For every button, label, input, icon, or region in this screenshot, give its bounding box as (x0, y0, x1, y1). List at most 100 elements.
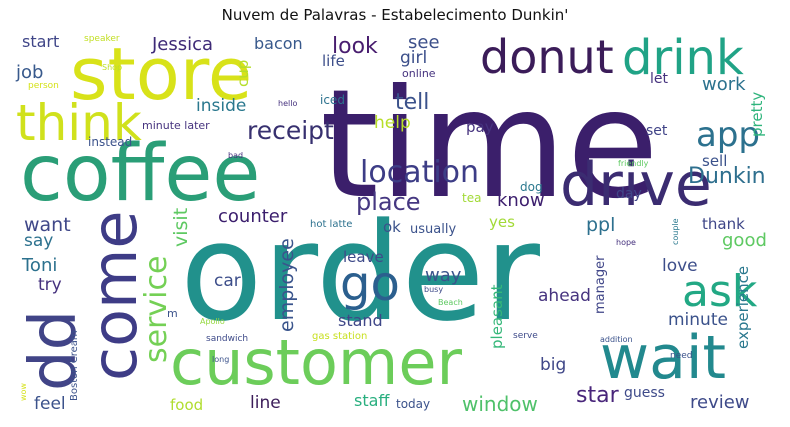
word-bacon: bacon (254, 34, 303, 53)
word-window: window (462, 392, 538, 413)
word-location: location (360, 155, 480, 190)
word-place: place (356, 188, 421, 216)
word-bad: bad (228, 151, 244, 160)
word-job: job (16, 62, 44, 83)
word-star: star (576, 383, 619, 408)
word-life: life (322, 52, 345, 70)
word-hot-latte: hot latte (310, 219, 353, 230)
word-drink: drink (622, 30, 744, 86)
word-start: start (22, 32, 60, 51)
word-beach: Beach (438, 298, 463, 307)
word-hello: hello (278, 99, 298, 108)
word-need: need (670, 351, 693, 361)
word-help: help (374, 113, 411, 133)
word-tea: tea (462, 191, 482, 205)
word-food: food (170, 396, 204, 413)
word-dunkin: Dunkin (688, 164, 766, 189)
word-look: look (332, 34, 378, 59)
word-time: time (320, 58, 659, 232)
word-friendly: friendly (618, 159, 649, 168)
word-order: order (180, 194, 540, 351)
word-drive: drive (560, 150, 712, 220)
word-instead: instead (88, 135, 133, 149)
word-see: see (408, 32, 440, 53)
word-go: go (340, 256, 400, 312)
word-receipt: receipt (247, 116, 334, 145)
word-say: say (24, 231, 54, 251)
word-review: review (690, 392, 750, 413)
word-minute: minute (668, 310, 728, 330)
word-store: store (70, 32, 253, 116)
word-try: try (38, 275, 62, 295)
word-dog: dog (520, 180, 543, 194)
word-day: day (616, 186, 642, 202)
word-counter: counter (218, 206, 288, 227)
word-want: want (24, 214, 71, 236)
word-jessica: Jessica (152, 34, 214, 55)
word-employee: employee (276, 238, 298, 332)
word-pleasant: pleasant (488, 284, 506, 349)
word-way: way (425, 265, 462, 286)
word-boston-cream: Boston Cream (69, 330, 80, 401)
word-customer: customer (170, 326, 462, 399)
word-big: big (540, 355, 567, 375)
word-toni: Toni (22, 255, 58, 276)
word-tell: tell (395, 90, 430, 115)
word-manager: manager (593, 255, 608, 314)
word-sell: sell (702, 152, 728, 170)
word-donut: donut (480, 30, 614, 84)
word-serve: serve (513, 331, 538, 341)
word-app: app (696, 115, 760, 155)
word-know: know (497, 190, 545, 211)
word-guess: guess (624, 385, 665, 401)
word-inside: inside (196, 96, 247, 116)
word-minute-later: minute later (142, 119, 210, 132)
word-busy: busy (424, 285, 444, 294)
word-wait: wait (600, 323, 727, 393)
figure-title: Nuvem de Palavras - Estabelecimento Dunk… (221, 6, 569, 24)
word-car: car (214, 271, 241, 291)
word-feel: feel (34, 394, 66, 413)
word-m: m (167, 307, 178, 320)
word-sandwich: sandwich (206, 334, 249, 344)
word-wow: wow (19, 383, 28, 401)
word-let: let (650, 71, 668, 87)
word-ok: ok (383, 218, 401, 236)
word-girl: girl (400, 48, 428, 68)
word-pay: pay (466, 118, 494, 136)
word-long: long (212, 355, 230, 364)
word-leave: leave (343, 248, 384, 266)
word-set: set (646, 123, 668, 139)
word-online: online (402, 67, 436, 80)
word-visit: visit (170, 207, 192, 247)
word-line: line (250, 393, 281, 413)
word-shop: Shop (102, 63, 123, 72)
word-speaker: speaker (84, 34, 120, 44)
word-experience: experience (734, 265, 752, 349)
word-today: today (396, 397, 431, 411)
word-person: person (28, 81, 59, 91)
word-usually: usually (410, 222, 457, 237)
word-yes: yes (489, 213, 515, 231)
word-gas-station: gas station (312, 331, 368, 342)
word-come: come (78, 210, 151, 381)
word-good: good (722, 230, 767, 251)
word-thank: thank (702, 215, 745, 233)
word-iced: iced (320, 93, 345, 107)
word-pretty: pretty (748, 91, 766, 137)
word-love: love (662, 256, 698, 276)
word-ahead: ahead (538, 286, 591, 306)
word-cup: cup (234, 59, 252, 87)
word-apollo: Apollo (200, 317, 225, 326)
word-staff: staff (354, 391, 390, 410)
word-ask: ask (682, 266, 758, 317)
word-couple: couple (671, 218, 680, 245)
word-cloud: time order coffee customer store drive wait com… (10, 30, 776, 413)
word-work: work (702, 74, 746, 95)
word-addition: addition (600, 335, 633, 344)
word-think: think (16, 94, 142, 152)
word-hope: hope (616, 238, 636, 247)
word-coffee: coffee (20, 129, 261, 219)
word-stand: stand (338, 311, 383, 330)
word-ppl: ppl (586, 214, 616, 236)
